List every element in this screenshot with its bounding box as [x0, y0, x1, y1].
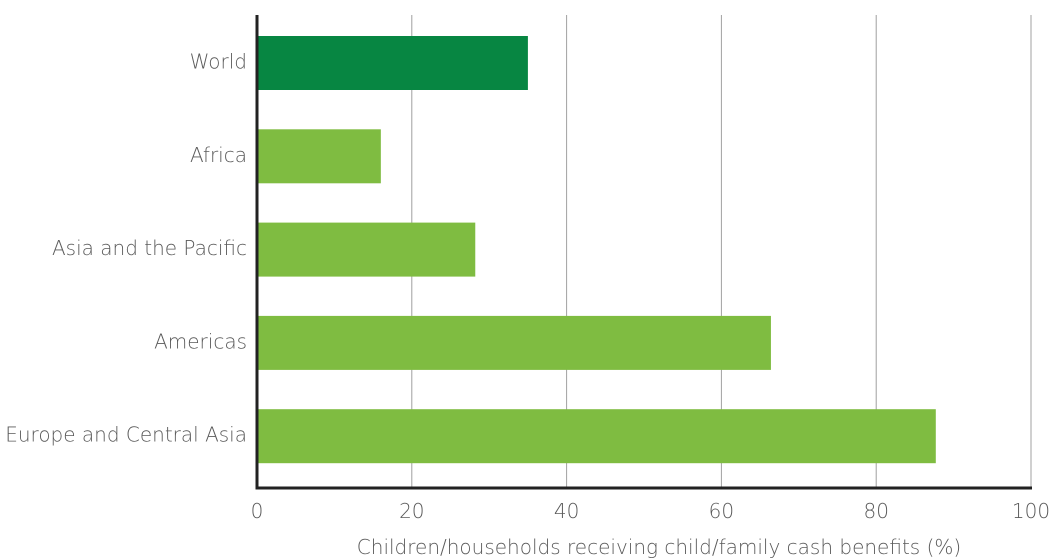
category-label-europe-and-central-asia: Europe and Central Asia — [5, 423, 247, 447]
x-tick-label-20: 20 — [399, 499, 424, 523]
x-tick-label-40: 40 — [554, 499, 579, 523]
category-label-africa: Africa — [190, 143, 247, 167]
bar-africa — [257, 129, 381, 184]
bar-europe-and-central-asia — [257, 409, 936, 464]
category-label-asia-and-the-pacific: Asia and the Pacific — [52, 236, 247, 260]
bar-americas — [257, 315, 771, 370]
x-tick-label-100: 100 — [1012, 499, 1050, 523]
x-tick-label-80: 80 — [863, 499, 888, 523]
category-label-world: World — [190, 50, 247, 74]
x-tick-label-0: 0 — [251, 499, 264, 523]
gridlines — [411, 15, 1032, 488]
x-axis-title: Children/households receiving child/fami… — [357, 535, 961, 559]
bar-asia-and-the-pacific — [257, 222, 476, 277]
category-label-americas: Americas — [154, 329, 247, 353]
x-tick-labels: 0 20 40 60 80 100 — [251, 499, 1050, 523]
axes — [255, 15, 1032, 490]
bars — [257, 36, 936, 464]
x-tick-label-60: 60 — [709, 499, 734, 523]
category-labels: World Africa Asia and the Pacific Americas E… — [5, 50, 247, 447]
bar-world — [257, 36, 528, 90]
